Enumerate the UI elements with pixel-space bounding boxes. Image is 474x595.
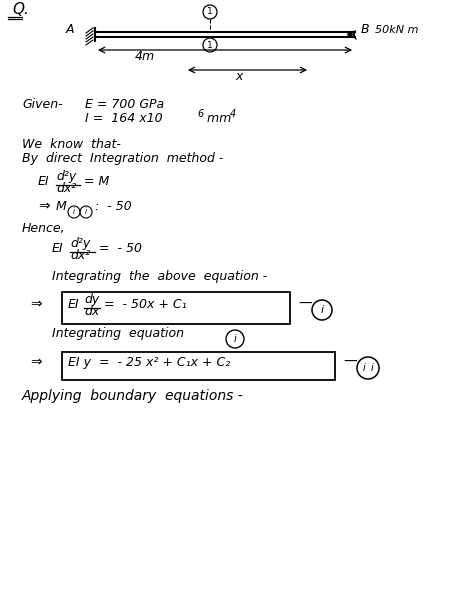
Text: EI: EI	[52, 242, 64, 255]
Text: dx: dx	[84, 305, 99, 318]
Text: EI: EI	[38, 175, 50, 188]
Text: 50kN m: 50kN m	[375, 25, 419, 35]
Text: 1: 1	[207, 8, 213, 17]
Text: dy: dy	[84, 293, 99, 306]
Text: i: i	[363, 363, 365, 373]
Text: i: i	[73, 208, 75, 217]
Text: :  - 50: : - 50	[95, 200, 132, 213]
Text: Hence,: Hence,	[22, 222, 65, 235]
Text: d²y: d²y	[56, 170, 76, 183]
Text: 1: 1	[207, 40, 213, 49]
Text: Integrating  equation: Integrating equation	[52, 327, 192, 340]
Text: Given-: Given-	[22, 98, 63, 111]
Text: dx²: dx²	[56, 182, 76, 195]
Text: Q.: Q.	[12, 2, 29, 17]
Text: B: B	[361, 23, 370, 36]
Text: i: i	[85, 208, 87, 217]
Text: ⇒: ⇒	[30, 355, 42, 369]
Text: x: x	[235, 70, 242, 83]
Text: We  know  that-: We know that-	[22, 138, 121, 151]
Text: i: i	[371, 363, 374, 373]
Text: —: —	[298, 297, 312, 311]
Text: By  direct  Integration  method -: By direct Integration method -	[22, 152, 223, 165]
Bar	[62, 352, 335, 380]
Text: =  - 50: = - 50	[99, 242, 142, 255]
Text: E = 700 GPa: E = 700 GPa	[85, 98, 164, 111]
Text: i: i	[320, 305, 324, 315]
Text: 4: 4	[230, 109, 236, 119]
Text: = M: = M	[84, 175, 109, 188]
Text: 4m: 4m	[135, 50, 155, 63]
Text: ⇒: ⇒	[38, 199, 50, 213]
Text: ⇒: ⇒	[30, 297, 42, 311]
Text: I =  164 x10: I = 164 x10	[85, 112, 163, 125]
Text: i: i	[234, 334, 237, 344]
Text: EI y  =  - 25 x² + C₁x + C₂: EI y = - 25 x² + C₁x + C₂	[68, 356, 230, 369]
Text: mm: mm	[203, 112, 231, 125]
Text: Integrating  the  above  equation -: Integrating the above equation -	[52, 270, 267, 283]
Text: EI: EI	[68, 298, 80, 311]
Text: M: M	[56, 200, 67, 213]
Text: 6: 6	[197, 109, 203, 119]
Text: dx²: dx²	[70, 249, 90, 262]
Text: —: —	[343, 355, 357, 369]
Text: Applying  boundary  equations -: Applying boundary equations -	[22, 389, 244, 403]
Bar	[62, 292, 290, 324]
Text: d²y: d²y	[70, 237, 90, 250]
Text: A: A	[66, 23, 74, 36]
Text: =  - 50x + C₁: = - 50x + C₁	[104, 298, 187, 311]
